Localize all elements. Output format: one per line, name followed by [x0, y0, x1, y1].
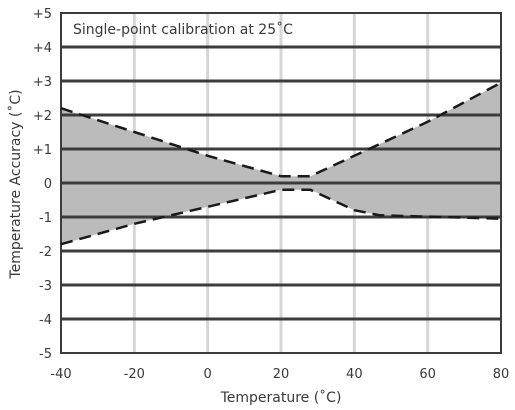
- horizontal-gridlines: [61, 45, 501, 321]
- y-tick-labels: +5 +4 +3 +2 +1 0 -1 -2 -3 -4 -5: [33, 7, 52, 362]
- y-tick-label: +5: [33, 7, 52, 22]
- lower-bound-line: [60, 188, 502, 246]
- y-tick-label: -2: [39, 245, 52, 260]
- x-tick-label: 40: [346, 367, 363, 382]
- plot-frame: [60, 12, 502, 354]
- x-tick-label: -20: [124, 367, 145, 382]
- x-tick-labels: -40 -20 0 20 40 60 80: [50, 367, 509, 382]
- y-tick-label: +1: [33, 143, 52, 158]
- x-tick-label: -40: [50, 367, 71, 382]
- x-tick-label: 60: [419, 367, 436, 382]
- y-axis-label: Temperature Accuracy (˚C): [7, 89, 24, 279]
- y-tick-label: -1: [39, 211, 52, 226]
- x-tick-label: 20: [273, 367, 290, 382]
- accuracy-band-fill: [61, 82, 501, 245]
- series-lines: [60, 81, 502, 246]
- accuracy-band: [61, 82, 501, 245]
- y-tick-label: +4: [33, 41, 52, 56]
- y-tick-label: +3: [33, 75, 52, 90]
- y-tick-label: +2: [33, 109, 52, 124]
- y-tick-label: -3: [39, 279, 52, 294]
- y-tick-label: 0: [44, 177, 52, 192]
- x-tick-label: 0: [204, 367, 212, 382]
- x-axis-label: Temperature (˚C): [220, 389, 342, 406]
- y-tick-label: -5: [39, 347, 52, 362]
- x-tick-label: 80: [493, 367, 510, 382]
- y-tick-label: -4: [39, 313, 52, 328]
- chart-annotation: Single-point calibration at 25˚C: [73, 21, 293, 38]
